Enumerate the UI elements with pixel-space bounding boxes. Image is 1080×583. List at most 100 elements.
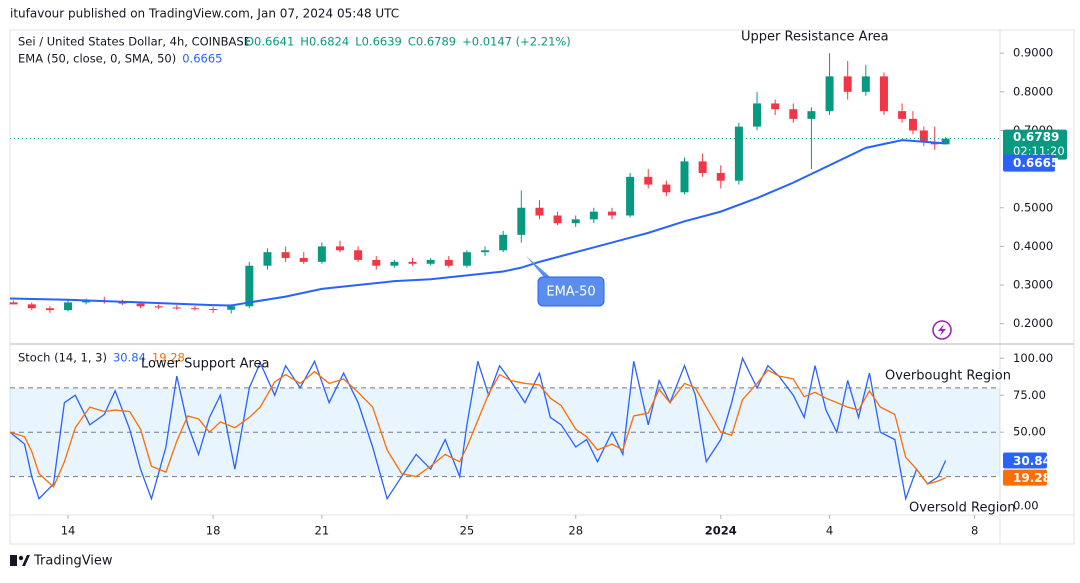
candle-body bbox=[45, 308, 54, 311]
candle-body bbox=[209, 308, 218, 310]
candle-body bbox=[64, 302, 73, 311]
candle-body bbox=[941, 138, 950, 145]
candle-body bbox=[861, 76, 870, 92]
x-tick-label: 28 bbox=[568, 524, 583, 538]
stoch-tick-label: 75.00 bbox=[1013, 388, 1046, 402]
alert-icon[interactable] bbox=[932, 320, 952, 340]
stoch-tick-label: 100.00 bbox=[1013, 351, 1053, 365]
x-tick-label: 21 bbox=[315, 524, 330, 538]
last-price-label: 0.6789 bbox=[1013, 130, 1059, 144]
stoch-tag-label: 19.28 bbox=[1013, 471, 1051, 485]
ohlc-value: O0.6641 bbox=[245, 35, 294, 49]
stoch-tag bbox=[1003, 452, 1047, 469]
alert-bolt[interactable] bbox=[938, 324, 946, 336]
candle-body bbox=[245, 265, 254, 307]
candle-body bbox=[426, 259, 435, 264]
stoch-tag bbox=[1003, 469, 1047, 486]
price-tick-label: 0.4000 bbox=[1013, 239, 1053, 253]
x-tick-label: 8 bbox=[971, 524, 978, 538]
candle-body bbox=[354, 250, 363, 260]
ohlc-value: +0.0147 (+2.21%) bbox=[462, 35, 571, 49]
candle-body bbox=[571, 219, 580, 224]
ohlc-value: H0.6824 bbox=[300, 35, 349, 49]
callout-box bbox=[537, 276, 605, 307]
candle-body bbox=[27, 304, 36, 309]
candle-body bbox=[607, 211, 616, 216]
x-tick-label: 14 bbox=[61, 524, 76, 538]
candle-body bbox=[299, 257, 308, 262]
stoch-line bbox=[9, 356, 947, 502]
candle-body bbox=[716, 172, 725, 181]
stoch-tag-label: 30.84 bbox=[1013, 454, 1051, 468]
indicator-value: 19.28 bbox=[152, 351, 185, 365]
candle-body bbox=[753, 103, 762, 127]
ohlc-value: C0.6789 bbox=[408, 35, 456, 49]
candle-body bbox=[336, 246, 344, 251]
candle-body bbox=[444, 259, 453, 266]
candle-body bbox=[771, 103, 780, 110]
candle-body bbox=[535, 207, 544, 216]
price-tick-label: 0.8000 bbox=[1013, 84, 1053, 98]
candle-body bbox=[662, 184, 671, 193]
callout-pointer bbox=[526, 256, 556, 282]
x-tick-label: 2024 bbox=[705, 524, 737, 538]
ema-line bbox=[9, 139, 946, 307]
candle-body bbox=[908, 118, 917, 131]
indicator-title: Stoch (14, 1, 3) bbox=[18, 351, 107, 365]
candle-body bbox=[825, 76, 834, 112]
candle-body bbox=[408, 261, 417, 264]
candle-body bbox=[644, 176, 653, 185]
stoch-tick-label: 50.00 bbox=[1013, 425, 1046, 439]
ema-legend-value: 0.6665 bbox=[182, 52, 222, 66]
candle-body bbox=[517, 207, 526, 235]
annotation: Lower Support Area bbox=[141, 357, 270, 372]
candle-body bbox=[190, 308, 199, 310]
candle-body bbox=[898, 111, 907, 119]
x-tick-label: 25 bbox=[460, 524, 475, 538]
candle-body bbox=[734, 126, 743, 181]
candle-body bbox=[281, 252, 290, 258]
chart-frame bbox=[9, 29, 1075, 545]
candle-body bbox=[9, 302, 18, 305]
candle-body bbox=[372, 259, 381, 266]
candle-body bbox=[118, 302, 127, 304]
candle-body bbox=[553, 215, 562, 224]
annotation: Overbought Region bbox=[885, 369, 1011, 384]
candle-body bbox=[789, 109, 798, 119]
publisher-line: itufavour published on TradingView.com, … bbox=[10, 7, 399, 21]
candle-body bbox=[843, 76, 852, 92]
candle-body bbox=[317, 246, 326, 262]
candle-body bbox=[154, 306, 163, 308]
indicator-value: 30.84 bbox=[113, 351, 146, 365]
candle-body bbox=[136, 303, 145, 307]
brand-logo-dot bbox=[18, 555, 24, 561]
candle-body bbox=[172, 307, 181, 309]
ema-legend-name: EMA (50, close, 0, SMA, 50) bbox=[18, 52, 176, 66]
annotation: Upper Resistance Area bbox=[741, 30, 889, 45]
stoch-tick-label: 0.00 bbox=[1013, 499, 1039, 513]
candle-body bbox=[263, 252, 272, 266]
candle-body bbox=[481, 250, 490, 253]
brand-logo bbox=[10, 555, 17, 566]
candle-body bbox=[626, 176, 635, 216]
candle-body bbox=[879, 76, 888, 112]
candle-body bbox=[462, 252, 471, 266]
ohlc-value: L0.6639 bbox=[355, 35, 402, 49]
candle-body bbox=[919, 130, 928, 143]
price-tick-label: 0.2000 bbox=[1013, 316, 1053, 330]
candle-body bbox=[589, 211, 598, 220]
ema-tag-label: 0.6665 bbox=[1013, 156, 1059, 170]
annotation: Oversold Region bbox=[909, 501, 1016, 516]
price-tick-label: 0.5000 bbox=[1013, 200, 1053, 214]
candle-body bbox=[680, 161, 689, 193]
candle-body bbox=[698, 161, 707, 173]
alert-circle[interactable] bbox=[932, 320, 952, 340]
candle-body bbox=[390, 261, 399, 266]
price-tick-label: 0.9000 bbox=[1013, 46, 1053, 60]
candle-body bbox=[499, 234, 508, 251]
stoch-line bbox=[9, 369, 946, 489]
ema-tag bbox=[1003, 154, 1055, 172]
callout-label: EMA-50 bbox=[546, 285, 595, 300]
